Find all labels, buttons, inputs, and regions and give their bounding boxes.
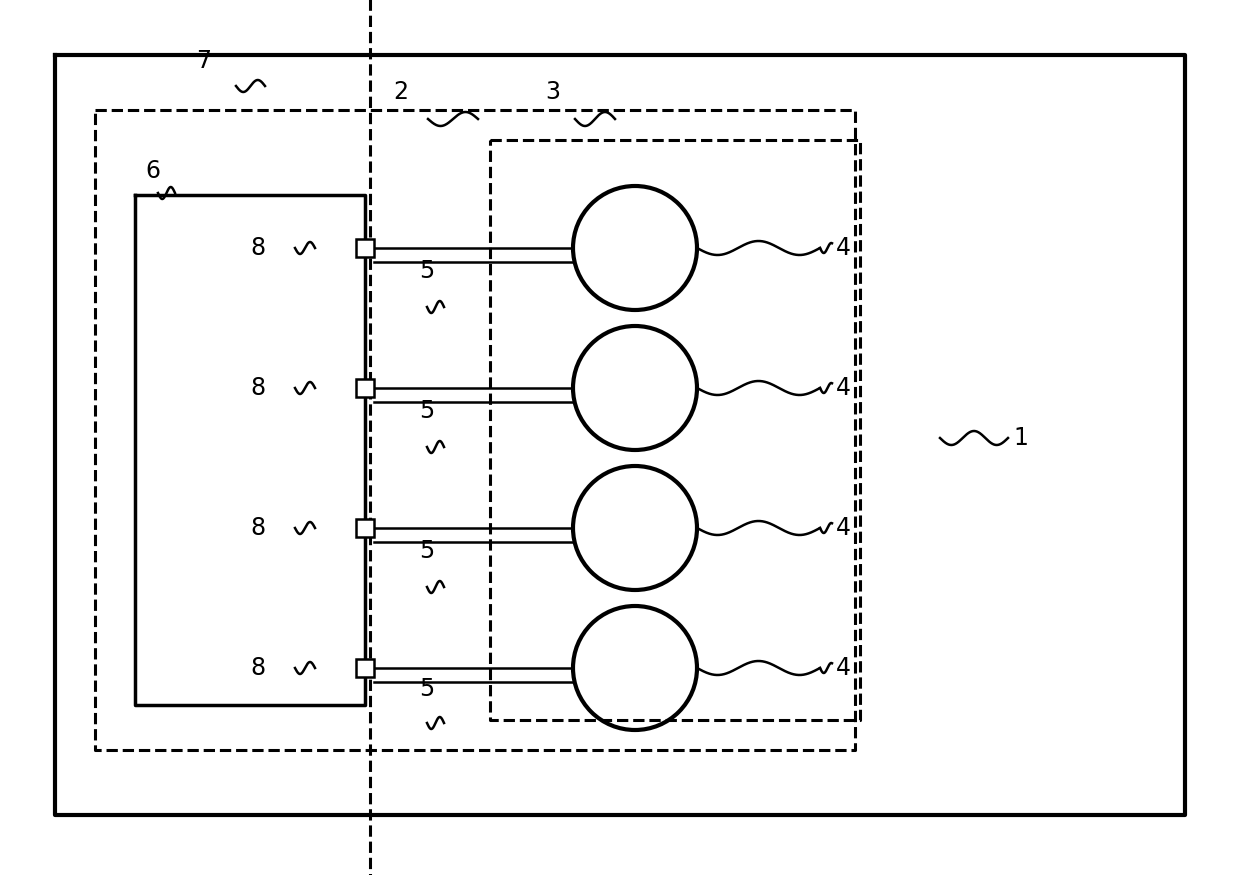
Text: 4: 4	[836, 376, 851, 400]
Text: 4: 4	[836, 516, 851, 540]
Bar	[356, 379, 374, 397]
Text: 7: 7	[196, 49, 211, 73]
Text: 8: 8	[250, 656, 265, 680]
Text: 2: 2	[393, 80, 408, 104]
Text: 5: 5	[419, 399, 435, 423]
Text: 6: 6	[145, 159, 160, 183]
Bar	[356, 659, 374, 677]
Text: 8: 8	[250, 376, 265, 400]
Bar	[356, 239, 374, 257]
Text: 4: 4	[836, 236, 851, 260]
Text: 5: 5	[419, 259, 435, 283]
Bar	[356, 519, 374, 537]
Text: 4: 4	[836, 656, 851, 680]
Text: 8: 8	[250, 236, 265, 260]
Text: 8: 8	[250, 516, 265, 540]
Text: 5: 5	[419, 677, 435, 701]
Text: 5: 5	[419, 539, 435, 563]
Text: 3: 3	[546, 80, 560, 104]
Text: 1: 1	[1013, 426, 1028, 450]
